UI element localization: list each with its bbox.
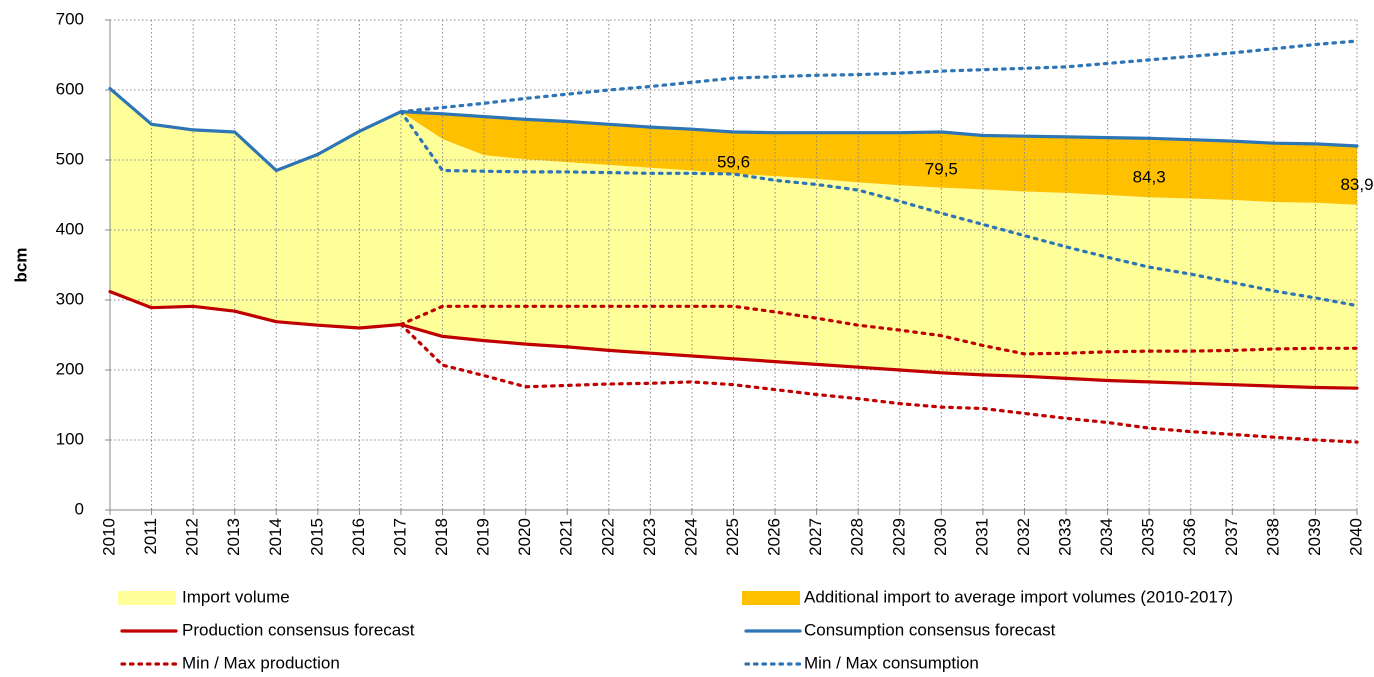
x-tick-label: 2020 [515,518,534,556]
y-tick-label: 100 [56,429,84,448]
legend-label: Min / Max consumption [804,653,979,672]
legend-label: Production consensus forecast [182,620,415,639]
y-axis-label: bcm [11,248,30,283]
y-tick-label: 400 [56,219,84,238]
area [110,88,1357,389]
x-tick-label: 2033 [1056,518,1075,556]
legend-label: Additional import to average import volu… [804,587,1233,606]
area [400,111,1357,205]
legend-label: Min / Max production [182,653,340,672]
legend-label: Consumption consensus forecast [804,620,1056,639]
min-line [399,110,1359,308]
legend-swatch [742,591,800,605]
y-tick-label: 700 [56,9,84,28]
y-tick-label: 300 [56,289,84,308]
data-label: 84,3 [1133,167,1166,186]
data-label: 83,9 [1340,175,1373,194]
y-tick-label: 600 [56,79,84,98]
y-tick-label: 200 [56,359,84,378]
x-tick-label: 2012 [183,518,202,556]
x-tick-label: 2010 [99,518,118,556]
x-tick-label: 2036 [1180,518,1199,556]
x-tick-label: 2022 [598,518,617,556]
areas [110,88,1357,389]
x-tick-label: 2026 [765,518,784,556]
x-tick-label: 2011 [141,518,160,555]
x-tick-label: 2035 [1139,518,1158,556]
x-tick-label: 2015 [307,518,326,556]
x-tick-label: 2032 [1014,518,1033,556]
data-label: 79,5 [925,159,958,178]
x-tick-label: 2034 [1097,518,1116,556]
lines [108,39,1359,444]
x-tick-label: 2016 [349,518,368,556]
y-tick-label: 500 [56,149,84,168]
x-tick-label: 2025 [723,518,742,556]
x-tick-label: 2040 [1346,518,1365,556]
line [108,290,1359,390]
x-tick-label: 2023 [640,518,659,556]
x-tick-label: 2024 [681,518,700,556]
x-tick-label: 2038 [1263,518,1282,556]
x-tick-label: 2018 [432,518,451,556]
x-tick-label: 2019 [474,518,493,556]
x-tick-label: 2014 [266,518,285,556]
x-tick-label: 2021 [557,518,576,556]
x-tick-label: 2039 [1305,518,1324,556]
max-line [399,304,1359,356]
legend-label: Import volume [182,587,290,606]
x-tick-label: 2029 [889,518,908,556]
x-tick-label: 2017 [390,518,409,556]
legend-swatch [118,591,176,605]
y-tick-label: 0 [75,499,84,518]
line [108,87,1359,173]
min-line [399,322,1359,444]
data-label: 59,6 [717,152,750,171]
x-tick-label: 2013 [224,518,243,556]
x-tick-label: 2031 [972,518,991,556]
x-tick-label: 2037 [1222,518,1241,556]
x-tick-label: 2028 [848,518,867,556]
x-tick-label: 2030 [931,518,950,556]
x-tick-label: 2027 [806,518,825,556]
max-line [399,39,1359,114]
